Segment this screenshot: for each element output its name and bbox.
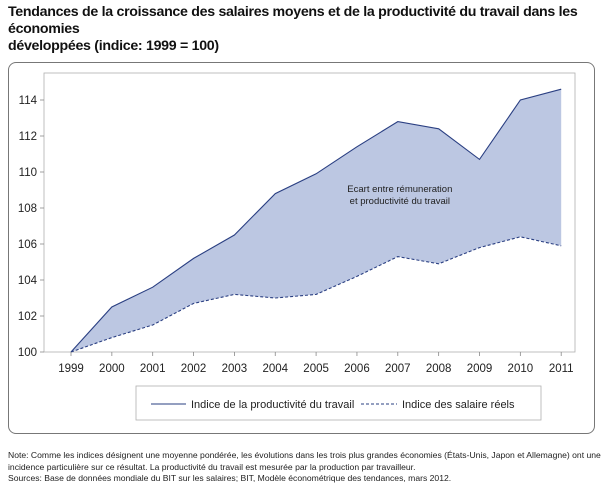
y-tick-label: 102 [18,311,37,323]
y-tick-label: 104 [18,275,38,287]
x-tick-label: 2010 [508,363,534,375]
y-tick-label: 112 [19,131,37,143]
x-tick-label: 2011 [549,363,574,375]
chart-title-line-1: Tendances de la croissance des salaires … [8,4,578,37]
note-line-1: Note: Comme les indices désignent une mo… [8,450,601,460]
x-tick-label: 2001 [140,363,166,375]
legend-box [135,385,542,421]
x-tick-label: 2006 [344,363,370,375]
annotation-line-2: et productivité du travail [350,196,450,207]
x-tick-label: 2007 [385,363,411,375]
legend-label-wages: Indice des salaire réels [402,399,515,411]
series-line-wages [70,236,562,353]
chart-title: Tendances de la croissance des salaires … [8,4,598,55]
note-line-2: incidence particulière sur ce résultat. … [8,461,416,472]
y-tick-label: 106 [18,239,37,251]
y-tick-label: 114 [19,95,38,107]
x-tick-label: 2008 [426,363,452,375]
x-tick-label: 1999 [58,363,84,375]
gap-area [71,89,562,352]
x-tick-label: 2005 [303,363,329,375]
y-tick-label: 100 [18,347,37,359]
y-tick-label: 108 [18,203,37,215]
chart-title-line-2: développées (indice: 1999 = 100) [8,38,219,54]
plot-area [43,72,576,353]
x-tick-label: 2004 [262,363,288,375]
annotation-line-1: Ecart entre rémuneration [347,184,452,195]
series-line-productivity [70,88,562,353]
chart-notes: Note: Comme les indices désignent une mo… [8,450,601,485]
x-tick-label: 2003 [222,363,248,375]
y-tick-label: 110 [19,167,37,179]
legend-label-productivity: Indice de la productivité du travail [191,399,354,411]
x-tick-label: 2002 [181,363,207,375]
sources-line: Sources: Base de données mondiale du BIT… [8,473,452,484]
x-tick-label: 2000 [99,363,125,375]
x-tick-label: 2009 [467,363,493,375]
